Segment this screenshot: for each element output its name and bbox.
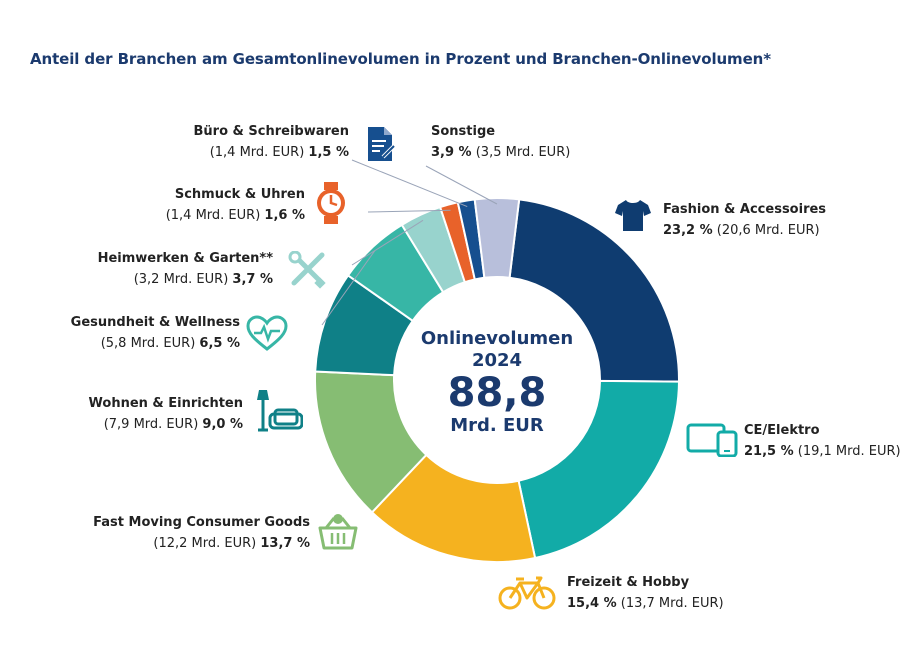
label-ce-elektro: CE/Elektro 21,5 % (19,1 Mrd. EUR) [744,423,901,459]
leader-line-6 [351,219,424,266]
tools-icon [288,251,326,289]
slice-9 [473,197,521,279]
label-sonstige: Sonstige 3,9 % (3,5 Mrd. EUR) [431,124,571,160]
slice-0 [508,198,680,383]
tshirt-icon [615,200,651,231]
label-fmcg: Fast Moving Consumer Goods (12,2 Mrd. EU… [93,515,310,551]
document-pen-icon [368,127,396,161]
label-gesundheit: Gesundheit & Wellness (5,8 Mrd. EUR) 6,5… [70,315,240,351]
chart-title: Anteil der Branchen am Gesamtonlinevolum… [30,50,771,68]
leader-line-9 [425,165,498,205]
bicycle-icon [498,576,556,610]
leader-line-8 [351,159,468,208]
slice-1 [517,379,681,560]
heartbeat-icon [246,315,288,351]
label-wohnen: Wohnen & Einrichten (7,9 Mrd. EUR) 9,0 % [88,396,243,432]
leader-lines [321,159,498,326]
leader-line-5 [321,249,376,326]
basket-icon [318,514,358,550]
leader-line-7 [367,209,451,213]
label-fashion: Fashion & Accessoires 23,2 % (20,6 Mrd. … [663,202,827,238]
center-label-line1: Onlinevolumen [421,328,573,349]
watch-icon [317,182,345,224]
center-value: 88,8 [448,370,547,416]
devices-icon [686,423,738,457]
label-schmuck: Schmuck & Uhren (1,4 Mrd. EUR) 1,6 % [165,187,305,223]
label-heimwerken: Heimwerken & Garten** (3,2 Mrd. EUR) 3,7… [97,251,273,287]
label-buero: Büro & Schreibwaren (1,4 Mrd. EUR) 1,5 % [193,124,349,160]
sofa-lamp-icon [257,390,303,432]
donut-slices [314,197,681,563]
label-freizeit-hobby: Freizeit & Hobby 15,4 % (13,7 Mrd. EUR) [567,575,724,611]
center-label-line2: 2024 [472,350,522,371]
center-unit: Mrd. EUR [450,415,544,436]
